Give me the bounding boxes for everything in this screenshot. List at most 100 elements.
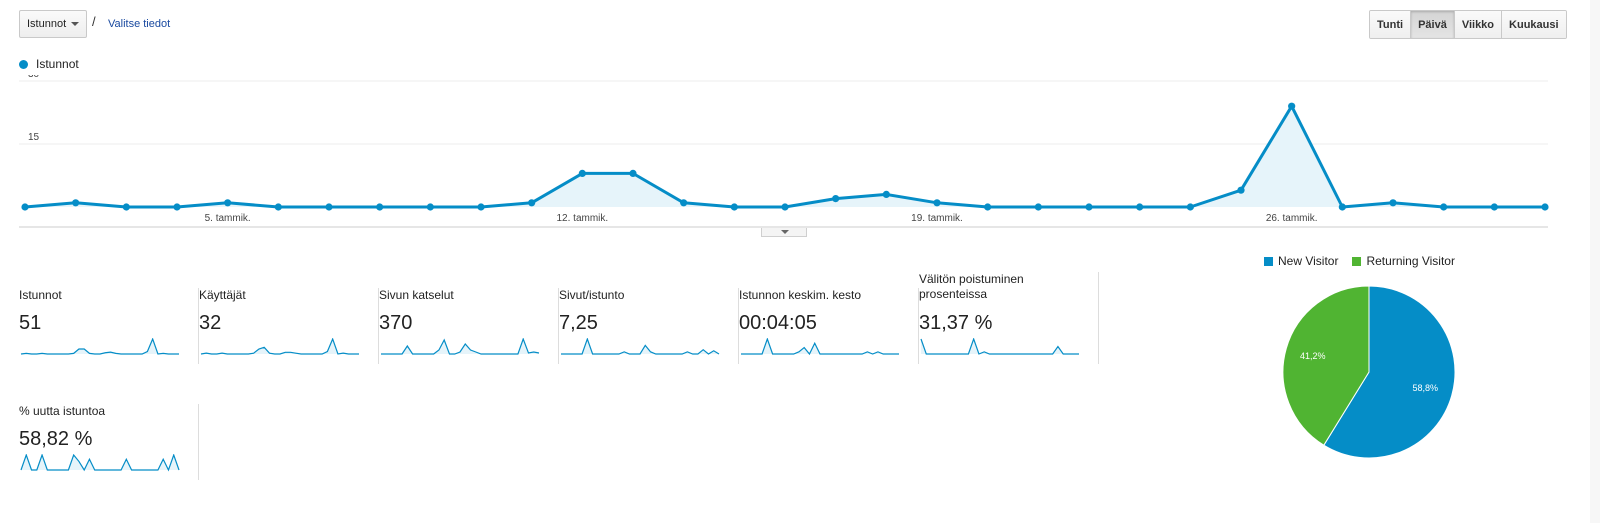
period-toggle: Tunti Päivä Viikko Kuukausi — [1369, 10, 1567, 39]
sparkline-area — [561, 339, 719, 354]
data-point[interactable] — [1541, 203, 1549, 211]
pie-slice-label: 41,2% — [1300, 351, 1326, 361]
data-point[interactable] — [274, 203, 282, 211]
data-point[interactable] — [1085, 203, 1093, 211]
sparkline — [20, 454, 180, 472]
scorecard-label: Sivut/istunto — [559, 288, 625, 302]
scorecard-avg-session-duration[interactable]: Istunnon keskim. kesto 00:04:05 — [739, 288, 919, 364]
data-point[interactable] — [426, 203, 434, 211]
scorecard-sessions[interactable]: Istunnot 51 — [19, 288, 199, 364]
separator: / — [92, 14, 96, 29]
sparkline-line — [920, 338, 1079, 355]
data-point[interactable] — [477, 203, 485, 211]
scorecard-value: 31,37 % — [919, 312, 993, 334]
legend-swatch-icon — [1264, 256, 1273, 266]
scorecard-value: 7,25 — [559, 312, 598, 334]
data-point[interactable] — [781, 203, 789, 211]
sparkline-line — [20, 454, 180, 472]
data-point[interactable] — [376, 203, 384, 211]
scorecard-label: % uutta istuntoa — [19, 404, 106, 418]
x-tick-label: 26. tammik. — [1266, 213, 1318, 224]
data-point[interactable] — [325, 203, 333, 211]
data-point[interactable] — [1389, 199, 1397, 207]
data-point[interactable] — [984, 203, 992, 211]
sparkline-line — [200, 338, 359, 355]
scorecard-bounce-rate[interactable]: Välitön poistuminen prosenteissa 31,37 % — [919, 272, 1099, 364]
scorecard-users[interactable]: Käyttäjät 32 — [199, 288, 379, 364]
metric-select[interactable]: Istunnot — [19, 10, 87, 38]
period-button-week[interactable]: Viikko — [1453, 11, 1502, 38]
data-point[interactable] — [933, 199, 941, 207]
metric-select-value: Istunnot — [27, 18, 67, 30]
data-point[interactable] — [680, 199, 688, 207]
data-point[interactable] — [578, 169, 586, 177]
data-point[interactable] — [122, 203, 130, 211]
data-point[interactable] — [882, 190, 890, 198]
scorecard-value: 51 — [19, 312, 42, 334]
scorecard-label: Käyttäjät — [199, 288, 246, 302]
pie-legend-label: New Visitor — [1278, 254, 1339, 268]
pie-slice-new-visitor[interactable] — [1323, 285, 1456, 459]
scorecard-label: Sivun katselut — [379, 288, 454, 302]
data-point[interactable] — [1237, 186, 1245, 194]
data-point[interactable] — [1288, 102, 1296, 110]
sparkline — [920, 338, 1079, 355]
x-tick-label: 5. tammik. — [205, 213, 251, 224]
period-button-hour[interactable]: Tunti — [1370, 11, 1411, 38]
sparkline-line — [381, 338, 540, 355]
choose-data-link[interactable]: Valitse tiedot — [108, 18, 171, 30]
x-tick-label: 12. tammik. — [556, 213, 608, 224]
data-point[interactable] — [528, 199, 536, 207]
scorecard-value: 370 — [379, 312, 413, 334]
data-point[interactable] — [1440, 203, 1448, 211]
data-point[interactable] — [1136, 203, 1144, 211]
pie-legend-label: Returning Visitor — [1366, 254, 1455, 268]
data-point[interactable] — [1338, 203, 1346, 211]
pie-legend-item-returning[interactable]: Returning Visitor — [1352, 254, 1455, 268]
scorecard-value: 00:04:05 — [739, 312, 817, 334]
period-button-day[interactable]: Päivä — [1410, 11, 1454, 38]
sparkline — [381, 338, 540, 355]
legend-label: Istunnot — [36, 57, 79, 71]
scorecard-label: Välitön poistuminen prosenteissa — [919, 272, 1024, 301]
data-point[interactable] — [1490, 203, 1498, 211]
data-point[interactable] — [629, 169, 637, 177]
legend-dot-icon — [19, 59, 28, 69]
data-point[interactable] — [1186, 203, 1194, 211]
sparkline-area — [21, 455, 179, 470]
data-point[interactable] — [832, 195, 840, 203]
pie-legend: New Visitor Returning Visitor — [1264, 254, 1469, 268]
sparkline — [561, 338, 720, 355]
y-tick-label: 30 — [28, 75, 40, 80]
scorecard-value: 32 — [199, 312, 222, 334]
sparkline — [200, 338, 359, 355]
scorecard-label: Istunnot — [19, 288, 62, 302]
pie-slice-returning-visitor[interactable] — [1282, 285, 1370, 446]
legend-swatch-icon — [1352, 256, 1362, 266]
data-point[interactable] — [224, 199, 232, 207]
pie-slice-label: 58,8% — [1412, 383, 1438, 393]
data-point[interactable] — [72, 199, 80, 207]
period-button-month[interactable]: Kuukausi — [1501, 11, 1566, 38]
chevron-down-icon — [71, 22, 79, 26]
visitor-type-pie-chart: 58,8% 41,2% — [1282, 285, 1456, 459]
data-point[interactable] — [173, 203, 181, 211]
scorecard-pages-per-session[interactable]: Sivut/istunto 7,25 — [559, 288, 739, 364]
data-point[interactable] — [21, 203, 29, 211]
sparkline-line — [20, 338, 179, 355]
scorecard-new-sessions[interactable]: % uutta istuntoa 58,82 % — [19, 404, 199, 480]
scorecard-value: 58,82 % — [19, 428, 93, 450]
scorecard-pageviews[interactable]: Sivun katselut 370 — [379, 288, 559, 364]
data-point[interactable] — [730, 203, 738, 211]
chevron-down-icon — [781, 230, 789, 234]
data-point[interactable] — [1034, 203, 1042, 211]
scrollbar[interactable] — [1590, 0, 1600, 523]
x-tick-label: 19. tammik. — [911, 213, 963, 224]
y-tick-label: 15 — [28, 132, 40, 143]
chart-legend: Istunnot — [19, 57, 79, 71]
pie-legend-item-new[interactable]: New Visitor — [1264, 254, 1338, 268]
sparkline-line — [561, 338, 720, 355]
sparkline — [741, 338, 899, 356]
collapse-chart-handle[interactable] — [761, 228, 807, 237]
sparkline-line — [741, 338, 899, 356]
